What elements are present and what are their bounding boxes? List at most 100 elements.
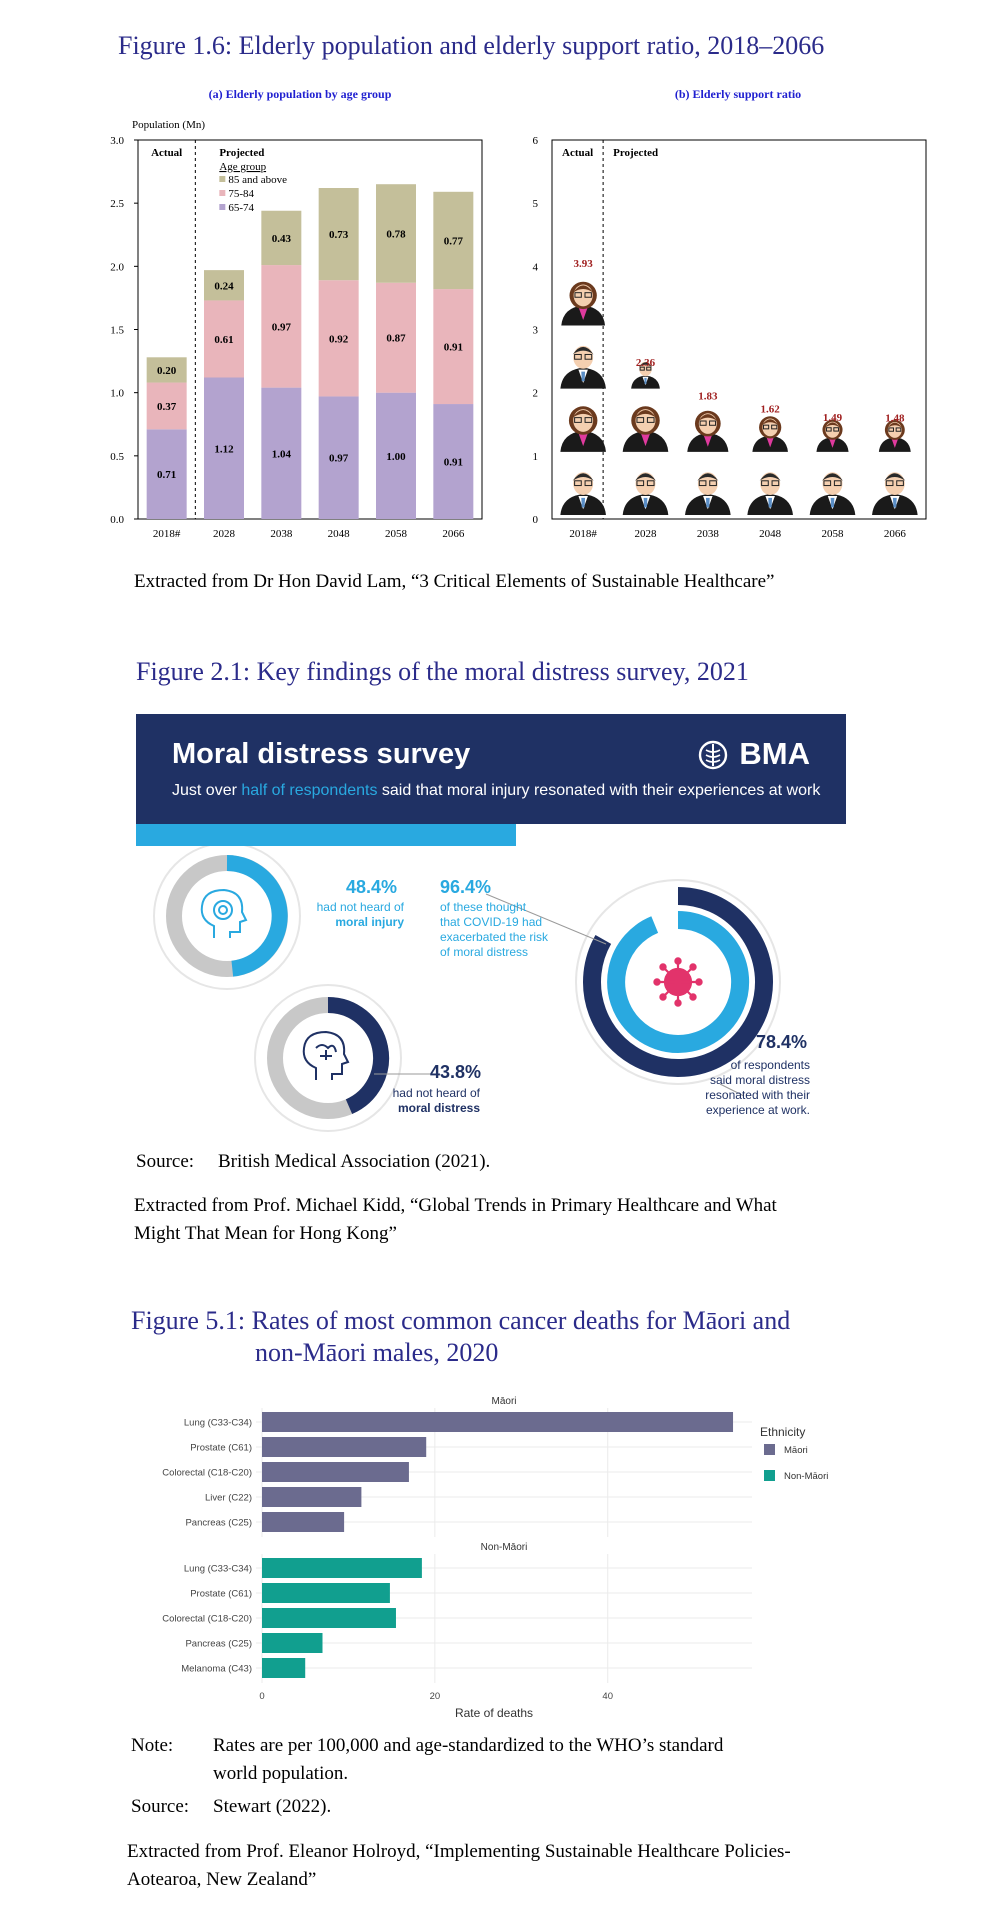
person-icon-female bbox=[752, 416, 788, 452]
bar-segment-65-74 bbox=[146, 429, 187, 519]
stat-line: had not heard of bbox=[316, 900, 404, 914]
data-label: 3.93 bbox=[574, 258, 594, 270]
bar-Māori bbox=[262, 1512, 345, 1532]
bar-segment-85-and-above bbox=[146, 357, 187, 383]
bar-segment-85-and-above bbox=[376, 184, 416, 283]
x-tick-label: 20 bbox=[430, 1691, 441, 1702]
bar-segment-65-74 bbox=[433, 404, 474, 519]
stat-pct-moral-distress: 43.8% bbox=[430, 1062, 482, 1082]
donut-moral-distress bbox=[254, 984, 402, 1132]
person-icon-female bbox=[560, 406, 606, 452]
y-tick-label: 3.0 bbox=[110, 135, 124, 147]
data-label: 1.00 bbox=[386, 451, 406, 463]
x-tick-label: 2048 bbox=[328, 528, 351, 540]
data-label: 2.36 bbox=[636, 357, 656, 369]
banner-accent-bar bbox=[136, 824, 516, 846]
projected-label: Projected bbox=[219, 147, 264, 159]
stat-text-resonated: of respondents said moral distress resonat… bbox=[670, 1058, 810, 1118]
panel-title: Non-Māori bbox=[481, 1542, 528, 1553]
stat-line: moral distress bbox=[397, 1101, 480, 1115]
category-label: Pancreas (C25) bbox=[185, 1518, 252, 1529]
x-tick-label: 2018# bbox=[153, 528, 181, 540]
figure2-source-text: British Medical Association (2021). bbox=[218, 1151, 491, 1172]
person-icon-male bbox=[872, 472, 918, 515]
person-icon-female bbox=[816, 419, 849, 452]
person-icon-female bbox=[561, 281, 606, 326]
data-label: 0.43 bbox=[272, 233, 292, 245]
bma-logo-text: BMA bbox=[739, 736, 810, 771]
panel-title: Māori bbox=[491, 1396, 516, 1407]
data-label: 0.24 bbox=[214, 280, 234, 292]
note-line1: Rates are per 100,000 and age-standardiz… bbox=[213, 1735, 724, 1756]
legend-label: 75-84 bbox=[228, 188, 254, 200]
y-tick-label: 2.0 bbox=[110, 261, 124, 273]
figure5-extract-line2: Aotearoa, New Zealand” bbox=[127, 1869, 317, 1890]
plot-frame bbox=[551, 139, 927, 520]
data-label: 0.91 bbox=[444, 457, 463, 469]
legend-swatch bbox=[764, 1444, 775, 1455]
person-icon-male bbox=[809, 472, 856, 515]
y-axis-label: Population (Mn) bbox=[132, 119, 205, 131]
stat-line: had not heard of bbox=[392, 1086, 480, 1100]
chart-b-title: (b) Elderly support ratio bbox=[675, 87, 801, 101]
virus-icon bbox=[653, 957, 703, 1007]
x-tick-label: 2038 bbox=[270, 528, 293, 540]
stat-line: of respondents bbox=[730, 1058, 810, 1072]
person-icon-female bbox=[878, 419, 911, 452]
bar-Non-Māori bbox=[262, 1583, 390, 1603]
stat-pct-moral-injury: 48.4% bbox=[346, 877, 398, 897]
x-tick-label: 2038 bbox=[697, 528, 720, 540]
data-label: 0.20 bbox=[157, 365, 177, 377]
legend-swatch bbox=[219, 190, 226, 196]
stat-text-covid: of these thought that COVID-19 had exacerb… bbox=[440, 900, 580, 960]
figure2-title: Figure 2.1: Key findings of the moral di… bbox=[136, 657, 749, 686]
data-label: 0.97 bbox=[329, 453, 349, 465]
stat-pct-covid: 96.4% bbox=[440, 877, 492, 897]
person-icon-male bbox=[560, 472, 606, 515]
x-tick-label: 2066 bbox=[884, 528, 907, 540]
figure1-extract: Extracted from Dr Hon David Lam, “3 Crit… bbox=[134, 571, 775, 592]
bar-segment-85-and-above bbox=[261, 210, 302, 266]
data-label: 0.77 bbox=[444, 235, 464, 247]
stat-text-moral-injury: had not heard of moral injury bbox=[294, 900, 404, 930]
figure5-source-label: Source: bbox=[131, 1796, 190, 1817]
population-stacked-bar-chart: (a) Elderly population by age group Popul… bbox=[110, 87, 483, 540]
bar-Non-Māori bbox=[262, 1658, 306, 1678]
stat-line: experience at work. bbox=[705, 1103, 810, 1117]
x-axis-label: Rate of deaths bbox=[455, 1706, 533, 1720]
figure5-title-line1: Figure 5.1: Rates of most common cancer … bbox=[131, 1306, 791, 1335]
category-label: Lung (C33-C34) bbox=[184, 1418, 252, 1429]
subtitle-pre: Just over bbox=[172, 782, 242, 799]
subtitle-highlight: half of respondents bbox=[241, 782, 378, 799]
survey-infographic bbox=[153, 846, 781, 1132]
bar-Māori bbox=[262, 1437, 427, 1457]
bar-Māori bbox=[262, 1412, 734, 1432]
legend-label: 65-74 bbox=[228, 202, 254, 214]
figure1-title: Figure 1.6: Elderly population and elder… bbox=[118, 31, 825, 60]
bar-segment-75-84 bbox=[433, 289, 474, 405]
category-label: Colorectal (C18-C20) bbox=[162, 1468, 252, 1479]
x-tick-label: 0 bbox=[259, 1691, 264, 1702]
data-label: 0.92 bbox=[329, 333, 349, 345]
figure2-extract-line1: Extracted from Prof. Michael Kidd, “Glob… bbox=[134, 1195, 777, 1216]
actual-label: Actual bbox=[562, 147, 593, 159]
person-icon-female bbox=[622, 406, 669, 452]
bar-segment-75-84 bbox=[204, 300, 244, 378]
data-label: 1.04 bbox=[272, 448, 292, 460]
y-tick-label: 1.5 bbox=[110, 325, 124, 337]
y-tick-label: 1.0 bbox=[110, 388, 124, 400]
bar-Non-Māori bbox=[262, 1558, 422, 1578]
head-target-icon bbox=[200, 888, 248, 938]
y-tick-label: 4 bbox=[533, 261, 539, 273]
person-icon-male bbox=[747, 472, 793, 515]
data-label: 1.83 bbox=[698, 390, 718, 402]
y-tick-label: 3 bbox=[533, 325, 539, 337]
y-tick-label: 0.0 bbox=[110, 514, 124, 526]
chart-a-title: (a) Elderly population by age group bbox=[209, 87, 392, 101]
y-tick-label: 6 bbox=[533, 135, 539, 147]
legend-label: 85 and above bbox=[228, 174, 287, 186]
bar-segment-85-and-above bbox=[204, 270, 244, 301]
bar-segment-85-and-above bbox=[433, 191, 474, 290]
head-brain-icon bbox=[302, 1030, 350, 1080]
x-tick-label: 2066 bbox=[442, 528, 465, 540]
